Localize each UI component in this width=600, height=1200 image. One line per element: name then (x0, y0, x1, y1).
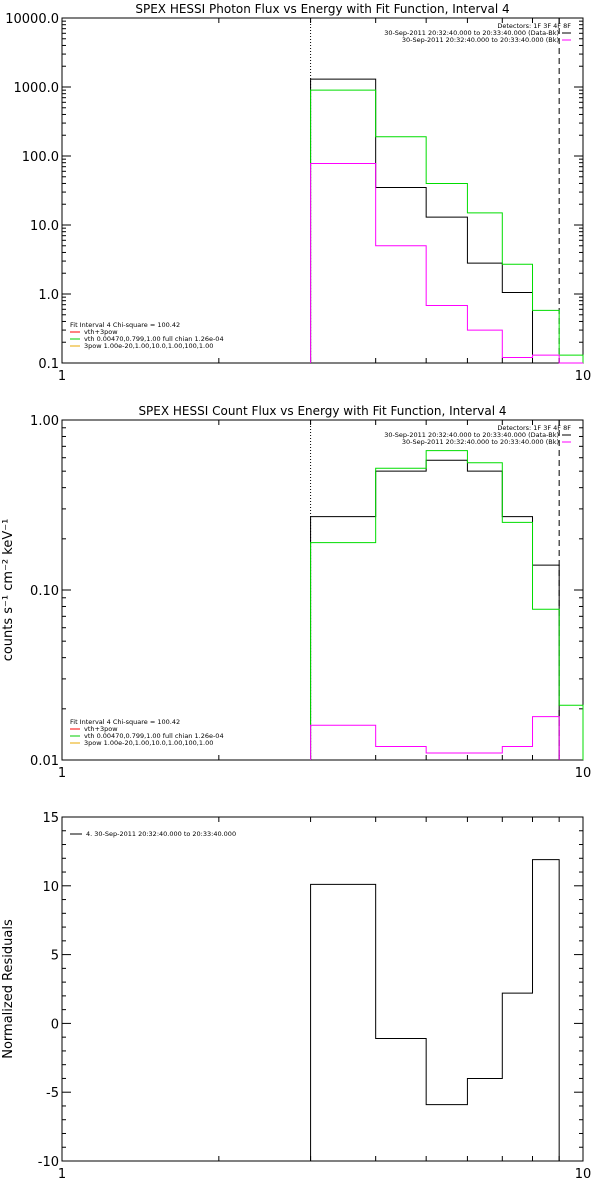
y-tick-label: 10 (42, 880, 59, 895)
panel-2: SPEX HESSI Count Flux vs Energy with Fit… (1, 404, 591, 781)
x-tick-label: 10 (575, 766, 592, 781)
y-tick-label: 0 (51, 1017, 59, 1032)
y-tick-label: -5 (46, 1086, 59, 1101)
legend-bottom-line: vth+3pow (84, 328, 118, 336)
legend-top-line: 30-Sep-2011 20:32:40.000 to 20:33:40.000… (402, 36, 559, 44)
x-tick-label: 1 (58, 369, 66, 384)
legend-bottom-line: vth+3pow (84, 725, 118, 733)
y-axis-label: Normalized Residuals (1, 919, 16, 1059)
y-tick-label: 1.0 (38, 288, 59, 303)
legend-bottom-line: 3pow 1.00e-20,1.00,10.0,1.00,100,1.00 (84, 342, 213, 350)
legend-top-line: 30-Sep-2011 20:32:40.000 to 20:33:40.000… (402, 438, 559, 446)
y-tick-label: 1000.0 (14, 81, 60, 96)
panel-1: SPEX HESSI Photon Flux vs Energy with Fi… (5, 2, 591, 384)
chart-title: SPEX HESSI Count Flux vs Energy with Fit… (138, 404, 506, 418)
series-step-3 (310, 162, 583, 364)
series-step-1 (310, 78, 560, 364)
legend-top-line: Detectors: 1F 3F 4F 8F (497, 22, 571, 30)
series-step-2 (310, 450, 584, 760)
x-tick-label: 10 (575, 369, 592, 384)
legend-top-line: Detectors: 1F 3F 4F 8F (497, 424, 571, 432)
y-tick-label: -10 (38, 1155, 59, 1170)
panel-3: Normalized Residuals -10 -5 0 5 10 15 1 10 4. 30-… (1, 811, 591, 1182)
y-tick-label: 0.10 (30, 584, 59, 599)
legend-line: 4. 30-Sep-2011 20:32:40.000 to 20:33:40.… (86, 830, 236, 838)
y-tick-label: 100.0 (22, 150, 59, 165)
plot-frame (61, 816, 584, 1162)
plot-frame (61, 419, 584, 761)
y-tick-label: 10000.0 (5, 12, 59, 27)
series-step-1 (310, 459, 560, 760)
y-tick-label: 1.00 (30, 414, 59, 429)
chart-title: SPEX HESSI Photon Flux vs Energy with Fi… (135, 2, 509, 16)
legend-bottom-line: Fit Interval 4 Chi-square = 100.42 (70, 718, 180, 726)
x-tick-label: 1 (58, 1167, 66, 1182)
y-axis-label: counts s⁻¹ cm⁻² keV⁻¹ (1, 519, 16, 662)
legend-bottom-line: 3pow 1.00e-20,1.00,10.0,1.00,100,1.00 (84, 739, 213, 747)
plot-frame (61, 17, 584, 364)
legend-top-line: 30-Sep-2011 20:32:40.000 to 20:33:40.000… (384, 29, 559, 37)
y-tick-label: 0.1 (38, 357, 59, 372)
series-step-1 (310, 859, 560, 1161)
y-tick-label: 0.01 (30, 754, 59, 769)
y-tick-label: 15 (42, 811, 59, 826)
series-step-3 (310, 716, 560, 760)
legend-top-line: 30-Sep-2011 20:32:40.000 to 20:33:40.000… (384, 431, 559, 439)
x-tick-label: 1 (58, 766, 66, 781)
legend-bottom-line: vth 0.00470,0.799,1.00 full chian 1.26e-… (84, 732, 224, 740)
series-step-2 (310, 89, 584, 363)
y-tick-label: 10.0 (30, 219, 59, 234)
x-tick-label: 10 (575, 1167, 592, 1182)
legend-bottom-line: Fit Interval 4 Chi-square = 100.42 (70, 321, 180, 329)
y-tick-label: 5 (51, 949, 59, 964)
legend-bottom-line: vth 0.00470,0.799,1.00 full chian 1.26e-… (84, 335, 224, 343)
